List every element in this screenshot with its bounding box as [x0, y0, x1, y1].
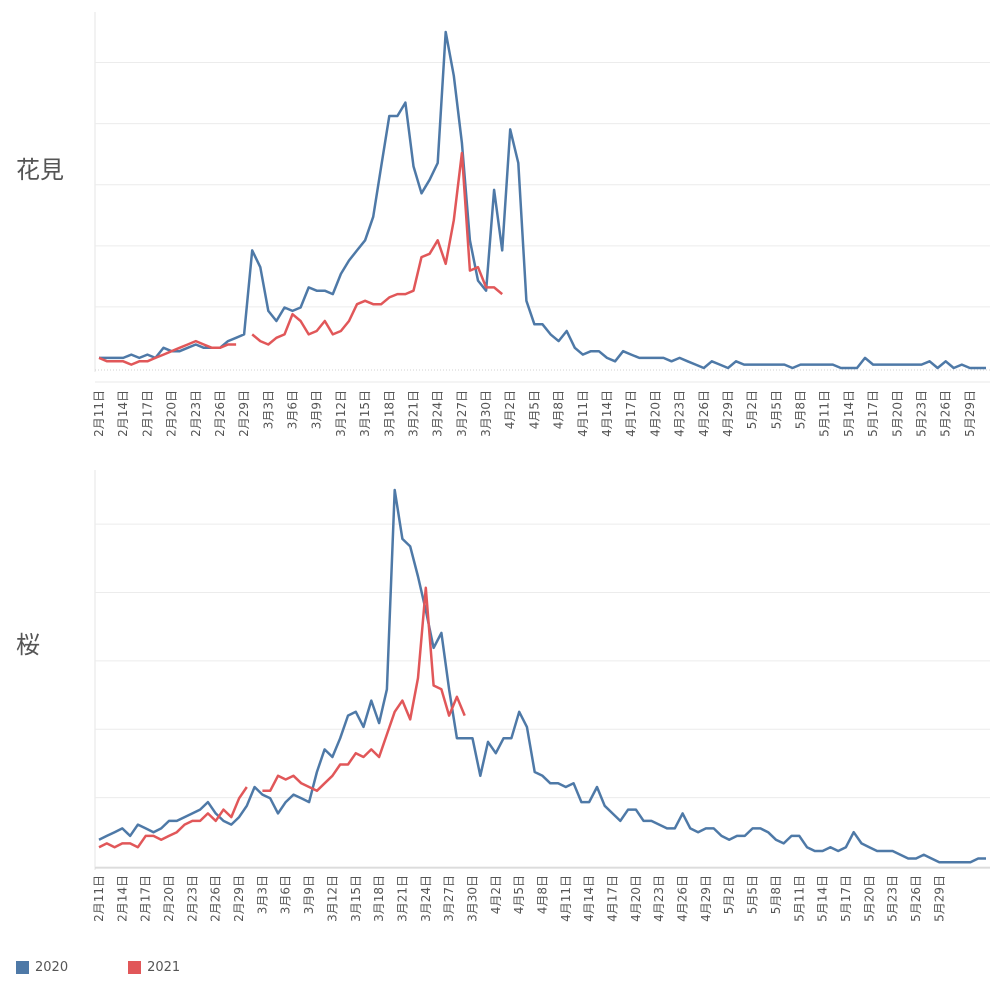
- x-tick-label: 5月26日: [909, 875, 923, 922]
- x-tick-label: 4月2日: [489, 875, 503, 914]
- x-tick-label: 3月18日: [372, 875, 386, 922]
- x-tick-label: 2月23日: [189, 390, 203, 437]
- x-tick-label: 4月5日: [527, 390, 541, 429]
- x-tick-label: 3月24日: [419, 875, 433, 922]
- series-line-2021: [262, 586, 466, 793]
- x-tick-label: 4月23日: [673, 390, 687, 437]
- x-tick-label: 4月8日: [536, 875, 550, 914]
- legend: 2020 2021: [16, 960, 180, 975]
- x-tick-label: 3月12日: [334, 390, 348, 437]
- x-tick-label: 2月17日: [139, 875, 153, 922]
- x-tick-label: 4月29日: [699, 875, 713, 922]
- legend-item-2021[interactable]: 2021: [128, 960, 180, 975]
- x-tick-label: 4月23日: [652, 875, 666, 922]
- x-tick-label: 5月8日: [769, 875, 783, 914]
- x-tick-label: 4月5日: [512, 875, 526, 914]
- x-tick-label: 5月8日: [794, 390, 808, 429]
- x-tick-label: 5月2日: [745, 390, 759, 429]
- x-tick-label: 3月27日: [442, 875, 456, 922]
- series-line-2021: [251, 151, 503, 346]
- x-tick-label: 5月26日: [939, 390, 953, 437]
- x-tick-label: 5月11日: [792, 875, 806, 922]
- series-line-2020: [99, 30, 986, 370]
- x-tick-label: 3月15日: [358, 390, 372, 437]
- x-tick-label: 4月29日: [721, 390, 735, 437]
- x-tick-label: 5月17日: [866, 390, 880, 437]
- series-line-2021: [98, 786, 248, 849]
- x-tick-label: 5月20日: [890, 390, 904, 437]
- x-tick-label: 3月21日: [395, 875, 409, 922]
- x-tick-label: 2月14日: [116, 390, 130, 437]
- x-tick-label: 5月5日: [746, 875, 760, 914]
- x-tick-label: 4月11日: [576, 390, 590, 437]
- x-tick-label: 2月29日: [237, 390, 251, 437]
- x-tick-label: 4月17日: [624, 390, 638, 437]
- x-tick-label: 5月23日: [886, 875, 900, 922]
- x-tick-label: 3月6日: [286, 390, 300, 429]
- series-line-2020: [98, 488, 986, 864]
- x-tick-label: 4月2日: [503, 390, 517, 429]
- legend-swatch-2021: [128, 961, 142, 974]
- x-tick-label: 5月29日: [963, 390, 977, 437]
- x-tick-label: 2月29日: [232, 875, 246, 922]
- x-tick-label: 3月12日: [325, 875, 339, 922]
- x-tick-label: 2月17日: [140, 390, 154, 437]
- x-tick-label: 4月26日: [697, 390, 711, 437]
- x-tick-label: 5月23日: [914, 390, 928, 437]
- x-tick-label: 5月17日: [839, 875, 853, 922]
- x-tick-label: 2月26日: [213, 390, 227, 437]
- x-tick-label: 3月9日: [302, 875, 316, 914]
- x-tick-label: 3月3日: [255, 875, 269, 914]
- x-tick-label: 4月20日: [629, 875, 643, 922]
- x-tick-label: 5月14日: [842, 390, 856, 437]
- x-tick-label: 3月24日: [431, 390, 445, 437]
- legend-item-2020[interactable]: 2020: [16, 960, 68, 975]
- legend-label-2020: 2020: [35, 960, 69, 975]
- series-line-2021: [98, 339, 237, 366]
- x-tick-label: 4月26日: [676, 875, 690, 922]
- x-tick-label: 4月14日: [600, 390, 614, 437]
- x-tick-label: 3月3日: [261, 390, 275, 429]
- x-tick-label: 2月26日: [209, 875, 223, 922]
- x-tick-label: 2月23日: [185, 875, 199, 922]
- x-tick-label: 3月6日: [279, 875, 293, 914]
- x-tick-label: 4月17日: [606, 875, 620, 922]
- x-tick-label: 3月9日: [310, 390, 324, 429]
- x-tick-label: 3月18日: [382, 390, 396, 437]
- x-tick-label: 4月8日: [552, 390, 566, 429]
- x-tick-label: 5月14日: [816, 875, 830, 922]
- row-label-sakura: 桜: [16, 631, 40, 659]
- x-tick-label: 5月5日: [769, 390, 783, 429]
- x-tick-label: 5月2日: [722, 875, 736, 914]
- x-tick-label: 3月15日: [349, 875, 363, 922]
- x-tick-label: 4月20日: [648, 390, 662, 437]
- x-tick-label: 4月14日: [582, 875, 596, 922]
- x-tick-label: 5月11日: [818, 390, 832, 437]
- x-tick-label: 2月20日: [162, 875, 176, 922]
- legend-label-2021: 2021: [147, 960, 181, 975]
- legend-swatch-2020: [16, 961, 29, 974]
- x-tick-label: 2月11日: [92, 875, 106, 922]
- x-tick-label: 3月30日: [479, 390, 493, 437]
- x-tick-label: 3月30日: [465, 875, 479, 922]
- x-tick-label: 3月27日: [455, 390, 469, 437]
- row-label-hanami: 花見: [16, 156, 64, 184]
- x-tick-label: 2月20日: [165, 390, 179, 437]
- x-tick-label: 4月11日: [559, 875, 573, 922]
- x-tick-label: 2月11日: [92, 390, 106, 437]
- x-tick-label: 2月14日: [115, 875, 129, 922]
- x-tick-label: 3月21日: [406, 390, 420, 437]
- x-tick-label: 5月29日: [932, 875, 946, 922]
- x-tick-label: 5月20日: [862, 875, 876, 922]
